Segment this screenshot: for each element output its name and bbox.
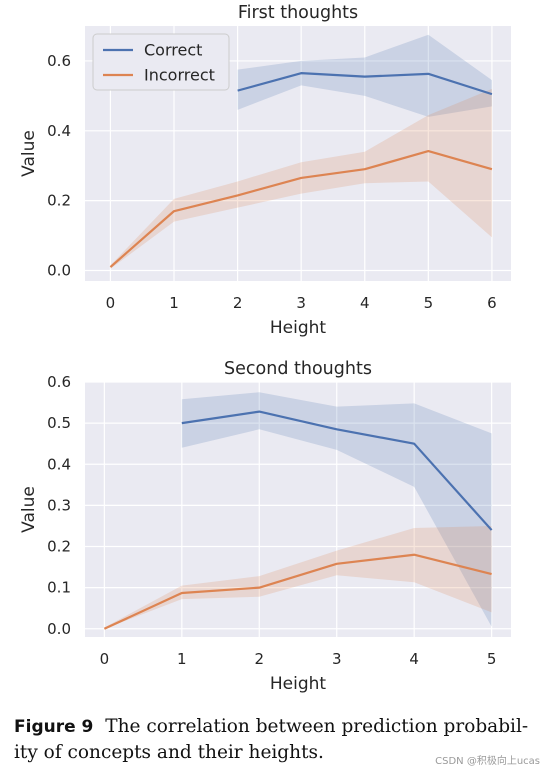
y-tick-label: 0.0 bbox=[47, 620, 71, 638]
x-tick-label: 5 bbox=[487, 650, 497, 668]
chart-title: First thoughts bbox=[238, 3, 358, 23]
x-tick-label: 0 bbox=[100, 650, 110, 668]
y-tick-label: 0.0 bbox=[47, 262, 71, 280]
legend: Correct Incorrect bbox=[92, 33, 230, 91]
chart-title: Second thoughts bbox=[224, 359, 372, 379]
caption-label: Figure 9 bbox=[14, 717, 94, 737]
y-tick-label: 0.4 bbox=[47, 122, 71, 140]
chart-first-thoughts: 0 1 2 3 4 5 6 0.0 0.2 0.4 0.6 First thoughts Height V… bbox=[19, 3, 511, 338]
y-tick-label: 0.6 bbox=[47, 52, 71, 70]
y-tick-label: 0.4 bbox=[47, 455, 71, 473]
confidence-band-incorrect bbox=[104, 525, 492, 629]
x-tick-label: 2 bbox=[254, 650, 264, 668]
x-tick-label: 2 bbox=[233, 294, 243, 312]
x-tick-label: 5 bbox=[424, 294, 434, 312]
x-tick-label: 6 bbox=[487, 294, 497, 312]
x-tick-label: 0 bbox=[106, 294, 116, 312]
plot-background bbox=[85, 382, 511, 637]
y-tick-label: 0.2 bbox=[47, 538, 71, 556]
y-tick-label: 0.5 bbox=[47, 414, 71, 432]
x-tick-label: 3 bbox=[296, 294, 306, 312]
x-tick-label: 1 bbox=[169, 294, 179, 312]
x-tick-label: 4 bbox=[360, 294, 370, 312]
series-line-incorrect bbox=[103, 553, 492, 630]
chart-second-thoughts: 0 1 2 3 4 5 0.0 0.1 0.2 0.3 0.4 0.5 0.6 Second though… bbox=[19, 359, 511, 694]
x-tick-label: 3 bbox=[332, 650, 342, 668]
y-axis-label: Value bbox=[19, 130, 39, 177]
legend-label-incorrect: Incorrect bbox=[144, 66, 215, 85]
x-axis-label: Height bbox=[270, 674, 327, 694]
x-tick-label: 4 bbox=[409, 650, 419, 668]
legend-label-correct: Correct bbox=[144, 41, 202, 60]
caption-text: The correlation between prediction proba… bbox=[14, 716, 529, 763]
y-tick-label: 0.1 bbox=[47, 579, 71, 597]
y-axis-label: Value bbox=[19, 486, 39, 533]
y-tick-label: 0.2 bbox=[47, 192, 71, 210]
y-tick-label: 0.6 bbox=[47, 373, 71, 391]
confidence-band-correct bbox=[181, 392, 492, 627]
y-tick-label: 0.3 bbox=[47, 496, 71, 514]
watermark: CSDN @积极向上ucas bbox=[435, 756, 540, 767]
x-axis-label: Height bbox=[270, 318, 327, 338]
figure-caption: Figure 9 The correlation between predict… bbox=[14, 714, 534, 766]
x-tick-label: 1 bbox=[177, 650, 187, 668]
